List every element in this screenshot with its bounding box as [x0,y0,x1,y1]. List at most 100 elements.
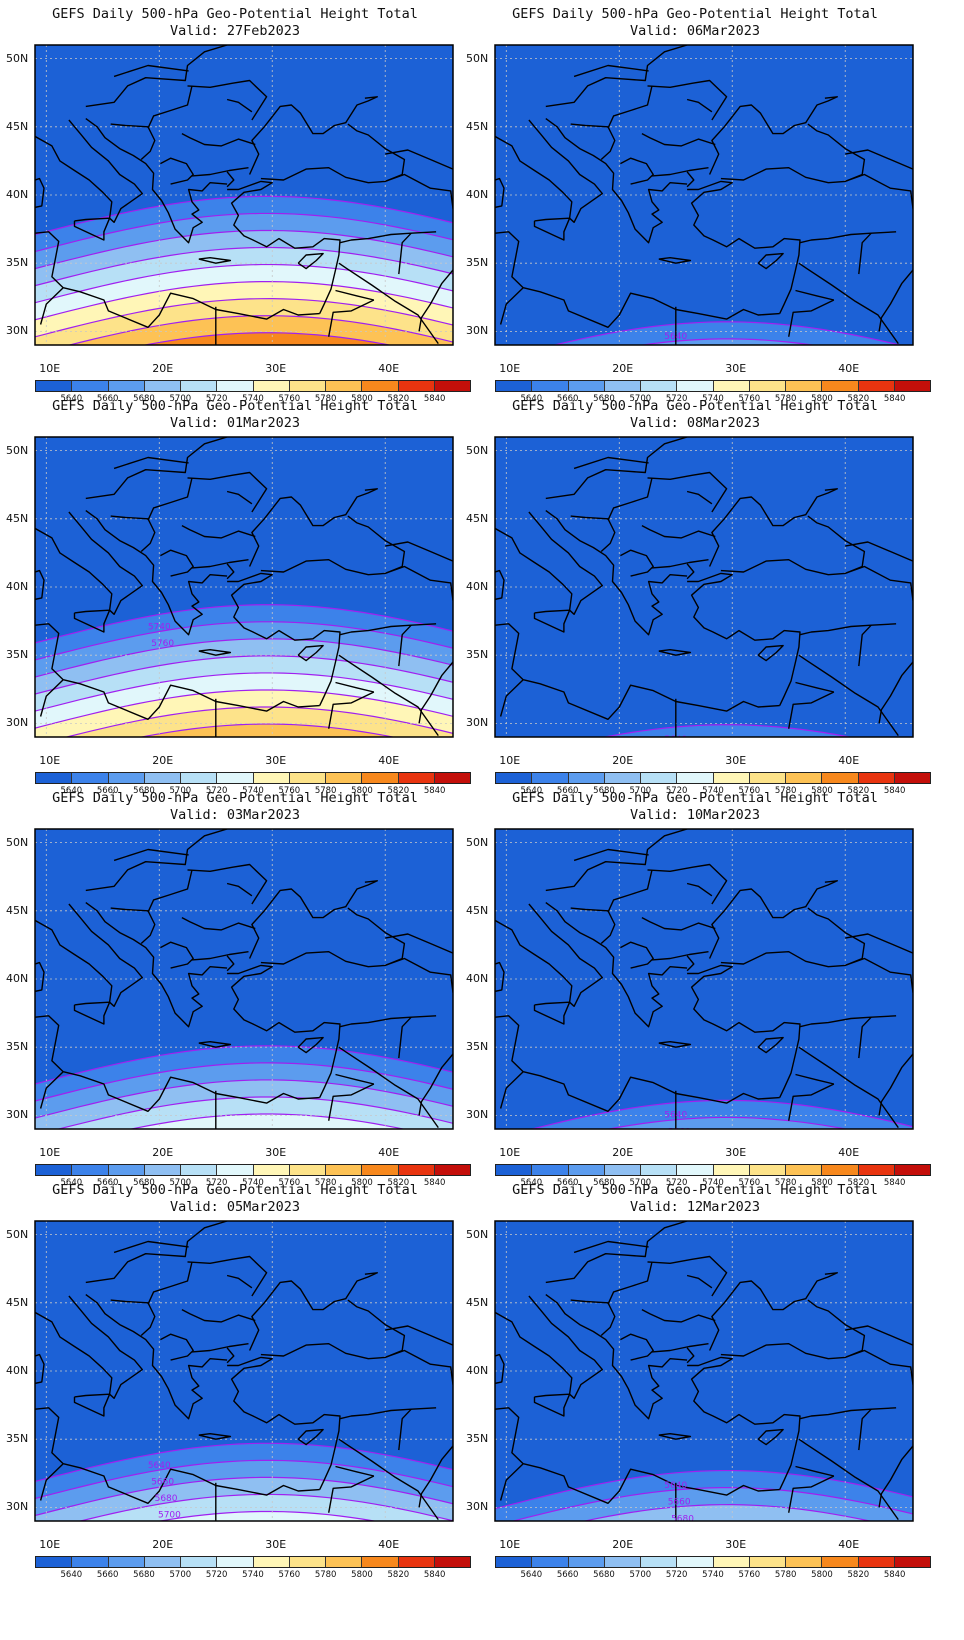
panel-valid-date: Valid: 27Feb2023 [169,23,301,39]
boundary-line [110,123,156,161]
boundary-line [495,1353,505,1385]
boundary-line [384,173,453,209]
latitude-label: 40N [6,1364,29,1377]
colorbar-label: 5640 [60,1570,83,1580]
contour-line [35,689,453,729]
height-map [34,44,454,346]
boundary-line [641,916,716,931]
contour-label: 5660 [668,752,691,762]
boundary-line [687,572,801,706]
colorbar-label: 5780 [314,1178,337,1188]
boundary-line [708,880,838,959]
colorbar-swatch [72,1165,109,1175]
colorbar-swatch [677,1165,714,1175]
colorbar-swatch [108,773,145,783]
boundary-line [798,1046,899,1129]
contour-label: 5700 [674,1531,697,1541]
colorbar-label: 5820 [847,394,870,404]
panel-valid-date: Valid: 01Mar2023 [169,415,301,431]
colorbar-label: 5820 [387,1570,410,1580]
colorbar-swatch [713,1165,750,1175]
colorbar-swatch [713,381,750,391]
colorbar-swatch [713,1557,750,1567]
colorbar-swatch [568,773,605,783]
boundary-line [328,299,375,337]
colorbar-label: 5680 [593,1570,615,1580]
colorbar-swatch [786,1165,823,1175]
colorbar-label: 5640 [520,394,543,404]
panel-valid-date: Valid: 06Mar2023 [629,23,761,39]
longitude-label: 40E [378,754,400,767]
colorbar-swatch [362,773,399,783]
boundary-line [570,123,616,161]
colorbar-swatch [72,381,109,391]
colorbar-label: 5700 [169,786,192,796]
map-frame [34,828,454,1130]
latitude-label: 50N [466,1227,489,1241]
boundary-line [499,1463,524,1501]
longitude-label: 10E [39,1146,61,1159]
boundary-line [385,541,453,562]
boundary-line [545,1294,688,1420]
boundary-line [110,1299,156,1337]
boundary-line [686,1274,713,1289]
colorbar-label: 5640 [60,786,83,796]
latitude-label: 45N [466,511,489,525]
longitude-label: 20E [152,1146,174,1159]
boundary-line [798,262,899,345]
colorbar-swatch [217,381,254,391]
latitude-label: 40N [466,1364,489,1377]
boundary-line [35,1015,320,1112]
map-panel: GEFS Daily 500-hPa Geo-Potential Height … [460,0,931,404]
boundary-line [328,1475,375,1513]
colorbar-swatch [326,381,363,391]
panel-title: GEFS Daily 500-hPa Geo-Potential Height … [512,1182,878,1198]
boundary-line [641,1308,716,1323]
colorbar-swatch [749,381,786,391]
boundary-line [187,863,268,905]
colorbar-swatch [144,1165,181,1175]
boundary-line [533,1001,571,1025]
latitude-label: 30N [466,324,489,338]
boundary-line [708,1272,838,1351]
boundary-line [687,1356,801,1490]
boundary-line [35,1295,143,1399]
colorbar-swatch [604,1557,641,1567]
boundary-line [845,933,913,954]
boundary-line [338,654,439,737]
boundary-line [708,96,838,175]
boundary-line [620,941,654,969]
boundary-line [398,1016,412,1059]
boundary-line [187,471,268,513]
colorbar-label: 5820 [387,786,410,796]
colorbar-label: 5820 [387,394,410,404]
boundary-line [757,1428,784,1446]
colorbar-swatch [253,1557,290,1567]
boundary-line [73,217,111,241]
colorbar-swatch [181,773,218,783]
colorbar-label: 5740 [702,1178,724,1188]
boundary-line [858,624,872,667]
boundary-line [73,609,111,633]
boundary-line [686,563,695,580]
boundary-line [385,1325,453,1346]
boundary-line [339,1015,437,1028]
boundary-line [227,572,341,706]
colorbar-label: 5720 [665,786,688,796]
colorbar-swatch [144,1557,181,1567]
longitude-label: 10E [499,362,521,375]
panel-title: GEFS Daily 500-hPa Geo-Potential Height … [52,6,418,22]
contour-band [131,1114,403,1129]
colorbar-label: 5640 [520,786,543,796]
colorbar-swatch [532,381,569,391]
colorbar-swatch [677,1557,714,1567]
longitude-label: 10E [499,1146,521,1159]
boundary-line [85,45,228,108]
contour-line [35,1476,453,1517]
boundary-line [620,1333,654,1361]
colorbar-swatch [858,1165,895,1175]
colorbar-label: 5640 [60,1178,83,1188]
contour-line [495,1469,913,1510]
colorbar-swatch [398,381,435,391]
latitude-label: 50N [466,443,489,457]
